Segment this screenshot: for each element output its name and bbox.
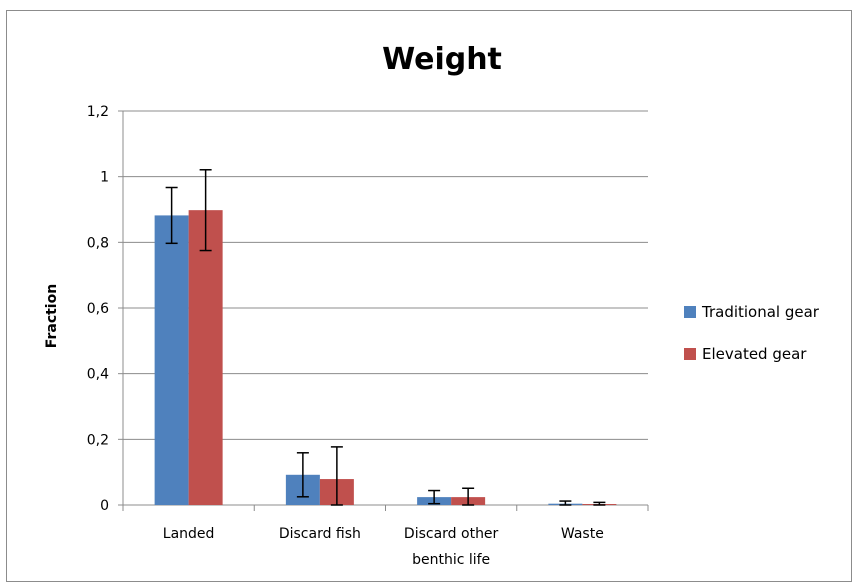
legend-label: Traditional gear	[701, 303, 820, 321]
x-category-label: benthic life	[412, 552, 490, 568]
y-tick-label: 0,8	[87, 235, 109, 251]
legend: Traditional gear Elevated gear	[684, 303, 820, 363]
legend-swatch	[684, 306, 696, 318]
chart-area: Weight 0 0,2 0,4 0,6 0,8 1 1,2 Landed Discard f…	[6, 10, 852, 582]
y-axis-label: Fraction	[44, 284, 60, 348]
chart-title: Weight	[382, 42, 502, 77]
x-category-label: Waste	[561, 526, 604, 542]
y-tick-label: 1	[100, 170, 109, 186]
y-tick-label: 0,2	[87, 432, 109, 448]
bar	[154, 215, 189, 505]
error-bars	[165, 169, 606, 506]
y-axis: 0 0,2 0,4 0,6 0,8 1 1,2	[87, 104, 124, 514]
x-category-label: Landed	[163, 526, 215, 542]
bar	[188, 210, 223, 505]
bars	[154, 210, 617, 505]
x-category-label: Discard fish	[279, 526, 361, 542]
x-category-label: Discard other	[404, 526, 499, 542]
y-tick-label: 1,2	[87, 104, 109, 120]
legend-label: Elevated gear	[702, 345, 807, 363]
x-axis: Landed Discard fish Discard other benthic l…	[122, 504, 649, 568]
y-tick-label: 0,4	[87, 367, 109, 383]
y-tick-label: 0,6	[87, 301, 109, 317]
bar-chart: Weight 0 0,2 0,4 0,6 0,8 1 1,2 Landed Discard f…	[44, 42, 820, 568]
y-tick-label: 0	[100, 498, 109, 514]
legend-swatch	[684, 348, 696, 360]
